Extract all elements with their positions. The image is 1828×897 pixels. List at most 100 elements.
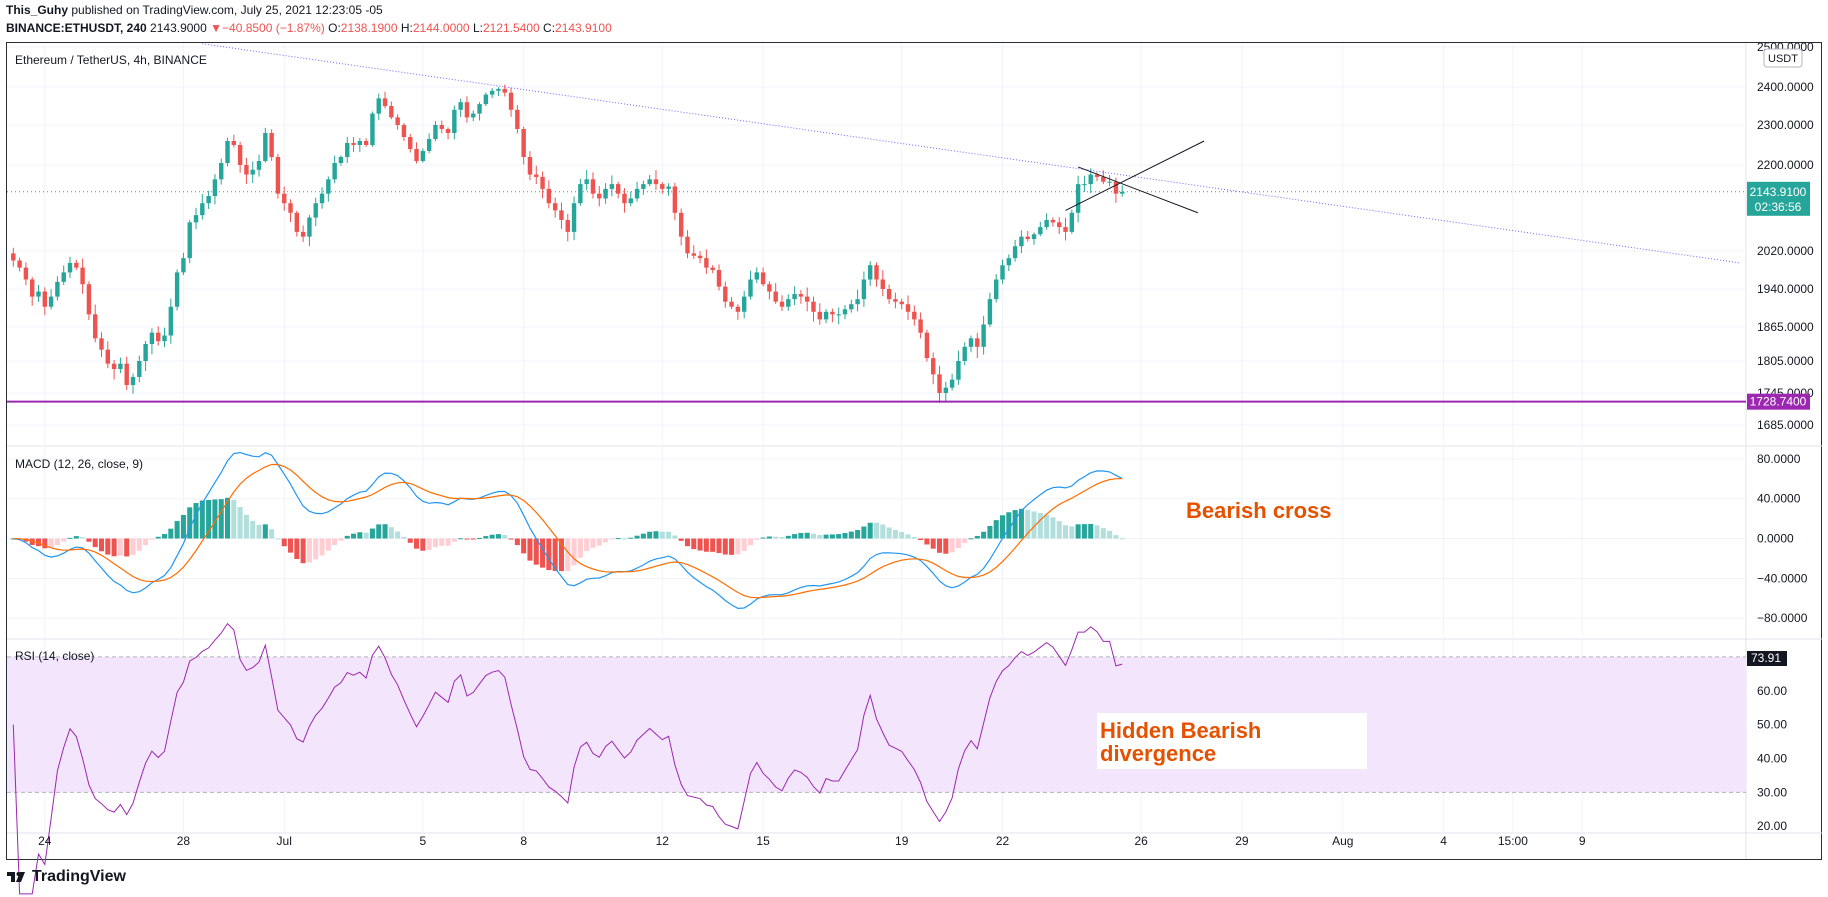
open-value: 2138.1900 (340, 21, 398, 35)
candle-body (338, 157, 344, 163)
candle-body (861, 279, 867, 300)
macd-histogram-bar (92, 538, 98, 548)
candle-body (1107, 181, 1112, 183)
macd-histogram-bar (149, 538, 155, 540)
rsi-value: 73.91 (1751, 651, 1781, 665)
macd-histogram-bar (817, 535, 823, 539)
price-pane (7, 43, 1746, 404)
macd-histogram-bar (924, 538, 930, 545)
candle-body (29, 279, 35, 297)
candle-body (250, 169, 255, 175)
macd-tick-label: 40.0000 (1757, 492, 1801, 506)
open-label: O: (328, 21, 341, 35)
macd-histogram-bar (401, 536, 407, 539)
macd-histogram-bar (1094, 525, 1100, 539)
candle-body (23, 267, 29, 280)
candle-body (987, 299, 993, 325)
candle-body (86, 284, 92, 315)
divergence-annotation-line2[interactable]: divergence (1100, 741, 1216, 766)
macd-histogram-bar (565, 538, 571, 572)
macd-histogram-bar (306, 538, 312, 563)
candle-body (168, 306, 174, 336)
candle-body (426, 139, 432, 151)
publish-info: This_Guhy published on TradingView.com, … (6, 3, 383, 17)
macd-histogram-bar (332, 538, 338, 546)
macd-histogram-bar (653, 531, 659, 539)
macd-histogram-bar (73, 536, 79, 539)
rsi-tick-label: 30.00 (1757, 785, 1787, 799)
candle-body (905, 304, 911, 312)
macd-histogram-bar (603, 538, 609, 543)
currency-label: USDT (1768, 53, 1798, 65)
wedge-line (1077, 166, 1199, 214)
candle-body (1031, 234, 1037, 240)
macd-histogram-bar (67, 537, 73, 539)
macd-pane-title: MACD (12, 26, close, 9) (15, 457, 143, 471)
symbol-name[interactable]: BINANCE:ETHUSDT, 240 (6, 21, 147, 35)
macd-histogram-bar (1006, 512, 1012, 539)
low-value: 2121.5400 (482, 21, 540, 35)
macd-histogram-bar (842, 533, 848, 539)
high-value: 2144.0000 (412, 21, 470, 35)
price-tick-label: 1685.0000 (1757, 418, 1814, 432)
candle-body (886, 289, 892, 300)
macd-histogram-bar (130, 538, 136, 555)
currency-badge[interactable] (1763, 48, 1803, 68)
macd-histogram-bar (949, 538, 955, 553)
macd-histogram-bar (672, 535, 678, 539)
macd-tick-label: 80.0000 (1757, 452, 1801, 466)
macd-histogram-bar (351, 533, 357, 539)
x-tick-label: 4 (1440, 834, 1447, 848)
macd-histogram-bar (61, 538, 67, 542)
candle-body (282, 193, 287, 204)
macd-histogram-bar (741, 538, 747, 551)
macd-histogram-bar (533, 538, 539, 565)
macd-histogram-bar (943, 538, 949, 554)
candle-body (584, 179, 589, 185)
macd-histogram-bar (1069, 526, 1075, 539)
symbol-legend: BINANCE:ETHUSDT, 240 2143.9000 ▼−40.8500… (6, 21, 612, 35)
macd-histogram-bar (382, 524, 388, 539)
candle-body (464, 102, 470, 118)
candle-body (200, 203, 205, 216)
candle-body (237, 145, 243, 165)
macd-histogram-bar (470, 538, 476, 540)
tradingview-brand: TradingView (32, 868, 126, 885)
author-name[interactable]: This_Guhy (6, 3, 69, 17)
candle-body (193, 215, 199, 223)
last-price-badge (1747, 181, 1810, 216)
candle-body (17, 260, 22, 268)
candle-body (401, 125, 407, 137)
macd-histogram-bar (918, 538, 924, 540)
macd-histogram-bar (848, 531, 854, 539)
x-tick-label: 29 (1235, 834, 1249, 848)
macd-histogram-bar (369, 528, 375, 539)
candle-body (382, 98, 388, 106)
macd-histogram-bar (873, 522, 880, 539)
x-tick-label: 8 (520, 834, 527, 848)
rsi-pane-title: RSI (14, close) (15, 649, 94, 663)
candle-body (376, 98, 381, 114)
candle-body (143, 344, 148, 361)
bearish-cross-annotation[interactable]: Bearish cross (1186, 498, 1332, 523)
candle-body (527, 157, 533, 175)
candle-body (540, 176, 545, 189)
candle-body (332, 163, 337, 180)
macd-histogram-bar (892, 529, 898, 539)
macd-histogram-bar (1056, 521, 1062, 539)
macd-histogram-bar (363, 532, 369, 539)
x-tick-label: 26 (1134, 834, 1148, 848)
rsi-pane (7, 622, 1746, 895)
price-pane-title: Ethereum / TetherUS, 4h, BINANCE (15, 53, 207, 67)
candle-body (962, 346, 967, 361)
price-change: −40.8500 (−1.87%) (222, 21, 325, 35)
candle-body (181, 258, 186, 273)
candle-body (578, 184, 583, 204)
tradingview-logo[interactable]: TradingView (6, 868, 126, 886)
price-tick-label: 2020.0000 (1757, 244, 1814, 258)
macd-histogram-bar (899, 532, 905, 539)
macd-histogram-bar (388, 527, 394, 539)
candle-body (880, 279, 886, 289)
divergence-annotation-line1[interactable]: Hidden Bearish (1100, 718, 1261, 743)
